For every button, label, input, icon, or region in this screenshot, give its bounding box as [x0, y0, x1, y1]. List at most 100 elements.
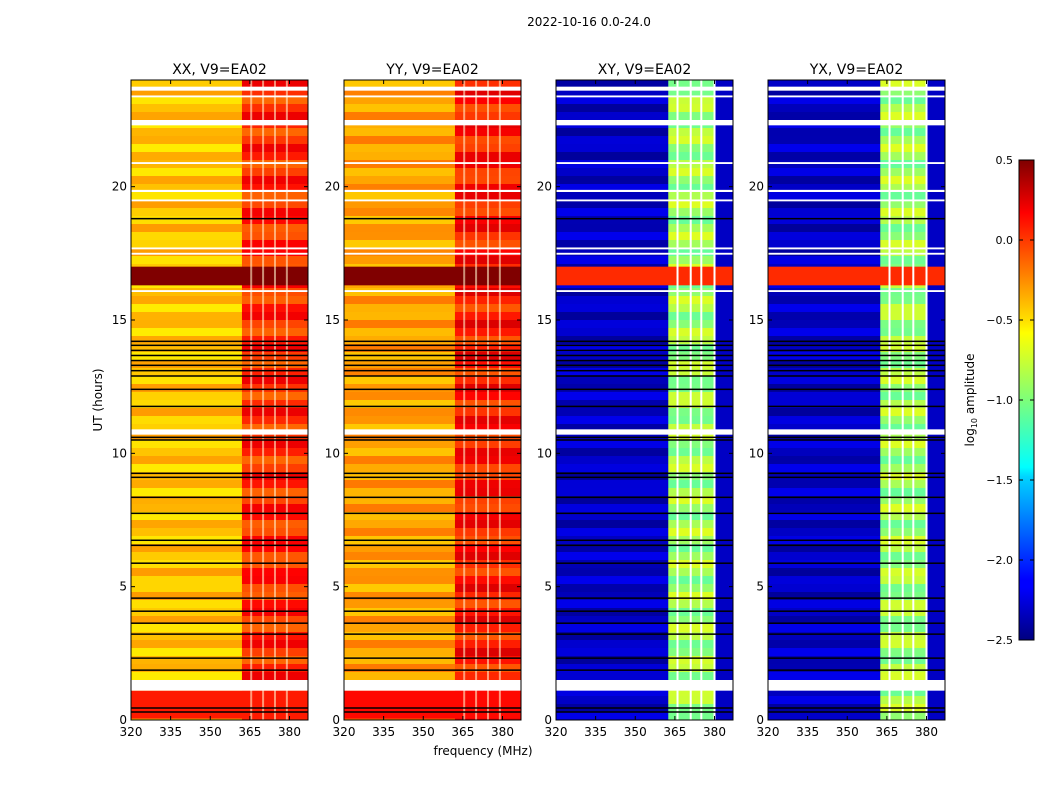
flagged-channel-line [689, 80, 692, 720]
flagged-row-white [131, 429, 308, 435]
heatmap-cell [556, 592, 669, 600]
heatmap-band [768, 266, 945, 286]
x-tick-label: 380 [915, 725, 938, 739]
heatmap-cell [131, 384, 242, 392]
heatmap-cell [768, 400, 881, 408]
panel-xy: XY, V9=EA02 320 335 350 365 380 0 5 10 15 20 [537, 62, 734, 739]
flagged-row-white [556, 252, 733, 255]
heatmap-cell [768, 432, 881, 440]
colorbar: 0.5 0.0 −0.5 −1.0 −1.5 −2.0 −2.5 log10 amplitu… [963, 154, 1035, 647]
flagged-channel-line [498, 80, 501, 720]
heatmap-cell [768, 552, 881, 560]
heatmap-cell [768, 184, 881, 192]
panel-yy: YY, V9=EA02 320 335 350 365 380 0 5 10 15 20 [325, 62, 522, 739]
flagged-row-black [344, 344, 521, 347]
heatmap-cell [344, 176, 455, 184]
heatmap-cell [556, 96, 669, 104]
heatmap-cell [131, 504, 242, 512]
colorbar-tick-label: −1.5 [986, 474, 1013, 487]
heatmap-cell [768, 256, 881, 264]
y-tick-label: 15 [112, 313, 127, 327]
flagged-row-black [768, 439, 945, 441]
flagged-row-white [768, 95, 945, 98]
flagged-row-black [556, 597, 733, 599]
flagged-row-black [556, 349, 733, 352]
flagged-row-black [131, 622, 308, 624]
flagged-row-white [768, 429, 945, 435]
heatmap-cell [131, 112, 242, 120]
heatmap-cell [556, 224, 669, 232]
heatmap-cell [768, 472, 881, 480]
heatmap-cell [556, 312, 669, 320]
heatmap-cell [344, 224, 455, 232]
flagged-row-black [131, 359, 308, 362]
heatmap-cell [768, 688, 881, 696]
heatmap-cell [556, 672, 669, 680]
flagged-channel-line [912, 80, 915, 720]
flagged-row-black [768, 711, 945, 713]
x-tick-label: 335 [159, 725, 182, 739]
flagged-row-black [768, 476, 945, 479]
heatmap-cell [131, 376, 242, 384]
heatmap-cell [131, 128, 242, 136]
heatmap-cell [131, 448, 242, 456]
colorbar-label-log: log [963, 428, 977, 446]
heatmap-cell [768, 504, 881, 512]
heatmap-cell [344, 144, 455, 152]
flagged-row-black [768, 610, 945, 612]
heatmap-cell [344, 544, 455, 552]
heatmap-cell [344, 528, 455, 536]
heatmap-cell [131, 592, 242, 600]
y-tick-label: 10 [749, 446, 764, 460]
heatmap-cell [556, 560, 669, 568]
flagged-channel-line [901, 80, 904, 720]
panel-frame [555, 79, 734, 721]
heatmap-cell [768, 80, 881, 88]
heatmap-cell [344, 168, 455, 176]
flagged-row-white [556, 680, 733, 691]
heatmap-cell [344, 400, 455, 408]
heatmap-cell [768, 696, 881, 704]
flagged-channel-line [925, 80, 928, 720]
flagged-row-black [556, 539, 733, 542]
heatmap-cell [131, 256, 242, 264]
heatmap-cell [556, 392, 669, 400]
panel-title: XX, V9=EA02 [172, 62, 267, 78]
heatmap-cell [556, 344, 669, 352]
panel-frame [343, 79, 522, 721]
heatmap-cell [768, 528, 881, 536]
heatmap-cell [768, 336, 881, 344]
flagged-row-black [131, 405, 308, 408]
heatmap-cell [556, 528, 669, 536]
flagged-row-black [344, 375, 521, 377]
x-tick-label: 380 [703, 725, 726, 739]
flagged-row-white [556, 247, 733, 250]
flagged-row-black [344, 512, 521, 515]
heatmap-cell [131, 528, 242, 536]
heatmap-cell [556, 544, 669, 552]
heatmap-cell [768, 112, 881, 120]
flagged-row-black [768, 539, 945, 542]
x-tick-label: 350 [412, 725, 435, 739]
flagged-row-black [768, 388, 945, 391]
heatmap-cell [556, 240, 669, 248]
heatmap-cell [768, 544, 881, 552]
heatmap-band [131, 266, 308, 286]
flagged-row-black [556, 472, 733, 475]
y-tick-label: 0 [544, 713, 552, 727]
heatmap-cell [556, 360, 669, 368]
y-tick-label: 10 [112, 446, 127, 460]
heatmap-cell [131, 80, 242, 88]
flagged-row-black [556, 562, 733, 564]
heatmap-cell [344, 96, 455, 104]
heatmap-cell [768, 96, 881, 104]
heatmap-cell [344, 408, 455, 416]
heatmap-cell [768, 488, 881, 496]
y-tick-label: 10 [325, 446, 340, 460]
heatmap-cell [344, 216, 455, 224]
flagged-row-black [768, 707, 945, 709]
flagged-row-black [768, 349, 945, 352]
heatmap-cell [344, 488, 455, 496]
heatmap-cell [556, 664, 669, 672]
flagged-row-black [556, 359, 733, 362]
